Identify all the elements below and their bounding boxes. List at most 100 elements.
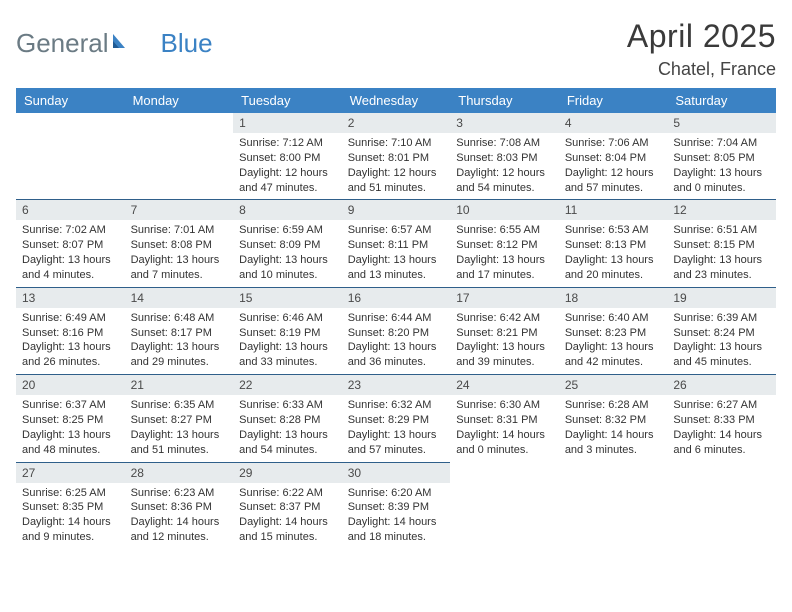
weekday-header: Tuesday <box>233 88 342 113</box>
calendar-cell <box>16 113 125 199</box>
daylight-line: Daylight: 13 hours and 13 minutes. <box>348 253 445 283</box>
daylight-line: Daylight: 12 hours and 47 minutes. <box>239 166 336 196</box>
sunset-line: Sunset: 8:04 PM <box>565 151 662 166</box>
daylight-line: Daylight: 13 hours and 51 minutes. <box>131 428 228 458</box>
weekday-header: Saturday <box>667 88 776 113</box>
sunrise-line: Sunrise: 7:12 AM <box>239 136 336 151</box>
sunrise-line: Sunrise: 6:40 AM <box>565 311 662 326</box>
daylight-line: Daylight: 14 hours and 15 minutes. <box>239 515 336 545</box>
calendar-cell: 10Sunrise: 6:55 AMSunset: 8:12 PMDayligh… <box>450 199 559 286</box>
day-number: 2 <box>342 113 451 133</box>
sunrise-line: Sunrise: 7:10 AM <box>348 136 445 151</box>
day-details: Sunrise: 6:55 AMSunset: 8:12 PMDaylight:… <box>450 220 559 286</box>
sunrise-line: Sunrise: 6:55 AM <box>456 223 553 238</box>
day-details: Sunrise: 7:02 AMSunset: 8:07 PMDaylight:… <box>16 220 125 286</box>
daylight-line: Daylight: 13 hours and 17 minutes. <box>456 253 553 283</box>
sunrise-line: Sunrise: 6:33 AM <box>239 398 336 413</box>
day-details: Sunrise: 6:20 AMSunset: 8:39 PMDaylight:… <box>342 483 451 549</box>
day-details: Sunrise: 6:30 AMSunset: 8:31 PMDaylight:… <box>450 395 559 461</box>
sunset-line: Sunset: 8:33 PM <box>673 413 770 428</box>
header: General Blue April 2025 Chatel, France <box>16 18 776 80</box>
day-number: 6 <box>16 199 125 220</box>
daylight-line: Daylight: 13 hours and 10 minutes. <box>239 253 336 283</box>
day-details: Sunrise: 6:42 AMSunset: 8:21 PMDaylight:… <box>450 308 559 374</box>
day-number: 13 <box>16 287 125 308</box>
calendar-page: General Blue April 2025 Chatel, France S… <box>0 0 792 549</box>
day-details: Sunrise: 6:44 AMSunset: 8:20 PMDaylight:… <box>342 308 451 374</box>
calendar-cell: 3Sunrise: 7:08 AMSunset: 8:03 PMDaylight… <box>450 113 559 199</box>
day-number: 9 <box>342 199 451 220</box>
daylight-line: Daylight: 14 hours and 0 minutes. <box>456 428 553 458</box>
sunset-line: Sunset: 8:07 PM <box>22 238 119 253</box>
day-details: Sunrise: 6:46 AMSunset: 8:19 PMDaylight:… <box>233 308 342 374</box>
daylight-line: Daylight: 13 hours and 54 minutes. <box>239 428 336 458</box>
day-details: Sunrise: 6:57 AMSunset: 8:11 PMDaylight:… <box>342 220 451 286</box>
logo-sail-icon <box>111 32 131 55</box>
sunset-line: Sunset: 8:24 PM <box>673 326 770 341</box>
day-details: Sunrise: 6:33 AMSunset: 8:28 PMDaylight:… <box>233 395 342 461</box>
day-details: Sunrise: 7:06 AMSunset: 8:04 PMDaylight:… <box>559 133 668 199</box>
calendar-cell: 13Sunrise: 6:49 AMSunset: 8:16 PMDayligh… <box>16 287 125 374</box>
calendar-cell <box>125 113 234 199</box>
day-number: 15 <box>233 287 342 308</box>
weekday-header: Monday <box>125 88 234 113</box>
sunset-line: Sunset: 8:21 PM <box>456 326 553 341</box>
calendar-cell: 7Sunrise: 7:01 AMSunset: 8:08 PMDaylight… <box>125 199 234 286</box>
day-number: 3 <box>450 113 559 133</box>
logo-text-blue: Blue <box>161 28 213 59</box>
daylight-line: Daylight: 13 hours and 57 minutes. <box>348 428 445 458</box>
sunset-line: Sunset: 8:12 PM <box>456 238 553 253</box>
sunrise-line: Sunrise: 6:42 AM <box>456 311 553 326</box>
day-details: Sunrise: 6:23 AMSunset: 8:36 PMDaylight:… <box>125 483 234 549</box>
sunrise-line: Sunrise: 6:59 AM <box>239 223 336 238</box>
daylight-line: Daylight: 14 hours and 6 minutes. <box>673 428 770 458</box>
calendar-cell: 21Sunrise: 6:35 AMSunset: 8:27 PMDayligh… <box>125 374 234 461</box>
calendar-cell: 16Sunrise: 6:44 AMSunset: 8:20 PMDayligh… <box>342 287 451 374</box>
sunset-line: Sunset: 8:11 PM <box>348 238 445 253</box>
sunset-line: Sunset: 8:15 PM <box>673 238 770 253</box>
calendar-cell: 18Sunrise: 6:40 AMSunset: 8:23 PMDayligh… <box>559 287 668 374</box>
weekday-header: Wednesday <box>342 88 451 113</box>
sunrise-line: Sunrise: 6:44 AM <box>348 311 445 326</box>
logo-text-general: General <box>16 28 109 59</box>
sunrise-line: Sunrise: 7:01 AM <box>131 223 228 238</box>
day-number: 12 <box>667 199 776 220</box>
sunrise-line: Sunrise: 6:46 AM <box>239 311 336 326</box>
sunrise-line: Sunrise: 7:02 AM <box>22 223 119 238</box>
sunrise-line: Sunrise: 6:25 AM <box>22 486 119 501</box>
day-number: 24 <box>450 374 559 395</box>
sunset-line: Sunset: 8:32 PM <box>565 413 662 428</box>
sunset-line: Sunset: 8:31 PM <box>456 413 553 428</box>
daylight-line: Daylight: 13 hours and 48 minutes. <box>22 428 119 458</box>
daylight-line: Daylight: 12 hours and 51 minutes. <box>348 166 445 196</box>
day-number: 23 <box>342 374 451 395</box>
sunrise-line: Sunrise: 7:06 AM <box>565 136 662 151</box>
calendar-cell: 27Sunrise: 6:25 AMSunset: 8:35 PMDayligh… <box>16 462 125 549</box>
daylight-line: Daylight: 13 hours and 39 minutes. <box>456 340 553 370</box>
sunset-line: Sunset: 8:25 PM <box>22 413 119 428</box>
sunrise-line: Sunrise: 6:53 AM <box>565 223 662 238</box>
day-details: Sunrise: 6:28 AMSunset: 8:32 PMDaylight:… <box>559 395 668 461</box>
day-number: 30 <box>342 462 451 483</box>
day-details: Sunrise: 6:32 AMSunset: 8:29 PMDaylight:… <box>342 395 451 461</box>
calendar-cell <box>667 462 776 549</box>
day-number: 17 <box>450 287 559 308</box>
daylight-line: Daylight: 13 hours and 20 minutes. <box>565 253 662 283</box>
day-number: 26 <box>667 374 776 395</box>
calendar-cell: 14Sunrise: 6:48 AMSunset: 8:17 PMDayligh… <box>125 287 234 374</box>
day-details: Sunrise: 6:51 AMSunset: 8:15 PMDaylight:… <box>667 220 776 286</box>
day-details: Sunrise: 6:25 AMSunset: 8:35 PMDaylight:… <box>16 483 125 549</box>
sunrise-line: Sunrise: 6:37 AM <box>22 398 119 413</box>
sunrise-line: Sunrise: 6:49 AM <box>22 311 119 326</box>
sunrise-line: Sunrise: 6:32 AM <box>348 398 445 413</box>
calendar-cell: 30Sunrise: 6:20 AMSunset: 8:39 PMDayligh… <box>342 462 451 549</box>
calendar-row: 13Sunrise: 6:49 AMSunset: 8:16 PMDayligh… <box>16 287 776 374</box>
calendar-cell: 22Sunrise: 6:33 AMSunset: 8:28 PMDayligh… <box>233 374 342 461</box>
day-details: Sunrise: 6:53 AMSunset: 8:13 PMDaylight:… <box>559 220 668 286</box>
logo: General Blue <box>16 28 213 59</box>
day-number: 5 <box>667 113 776 133</box>
daylight-line: Daylight: 12 hours and 54 minutes. <box>456 166 553 196</box>
calendar-cell: 19Sunrise: 6:39 AMSunset: 8:24 PMDayligh… <box>667 287 776 374</box>
day-number: 1 <box>233 113 342 133</box>
calendar-cell: 25Sunrise: 6:28 AMSunset: 8:32 PMDayligh… <box>559 374 668 461</box>
